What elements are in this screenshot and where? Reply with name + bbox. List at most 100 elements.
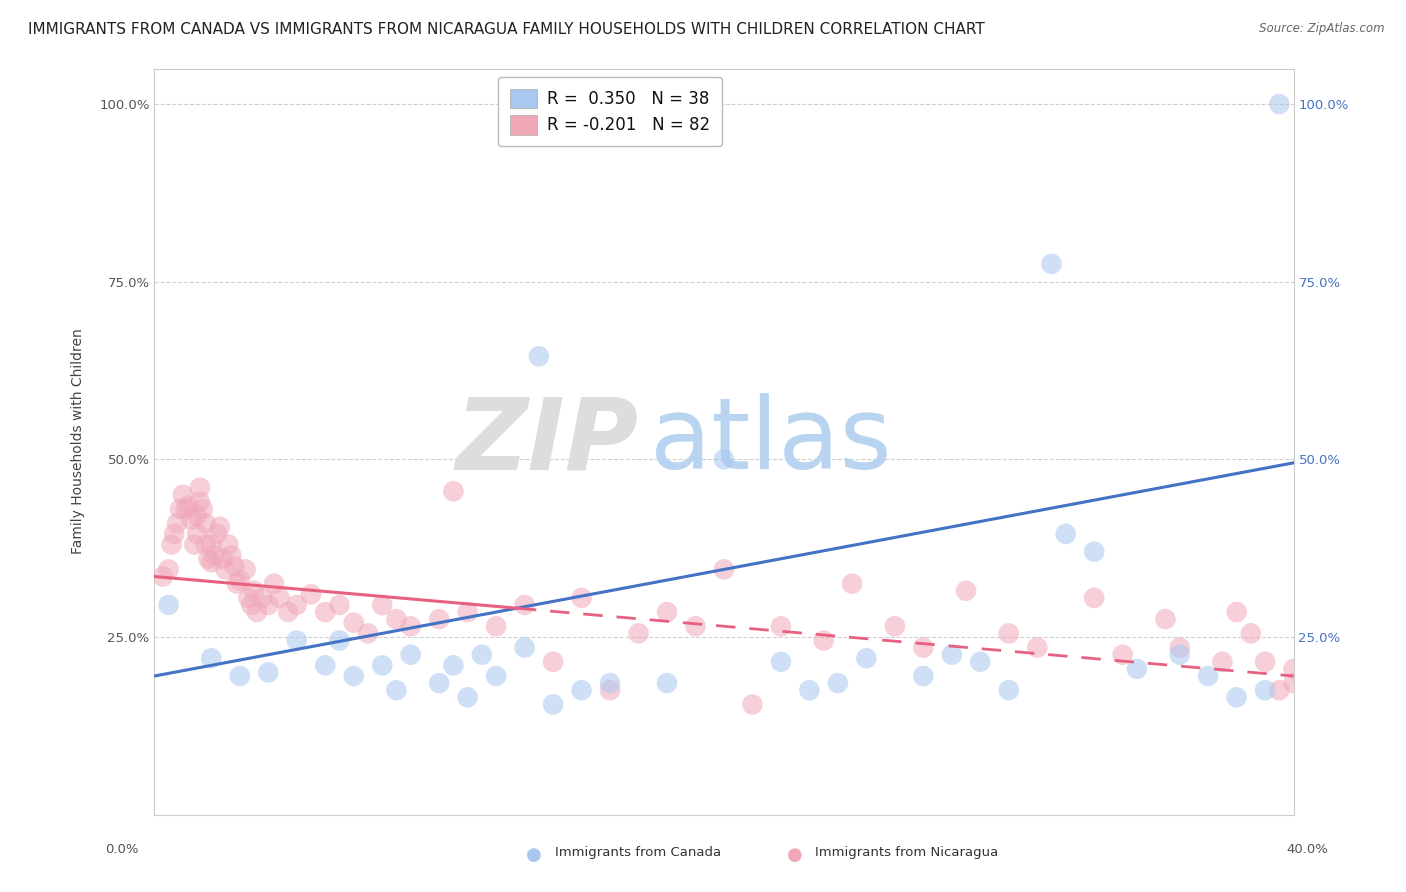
Point bbox=[799, 683, 821, 698]
Point bbox=[955, 583, 977, 598]
Point bbox=[314, 658, 336, 673]
Point bbox=[571, 683, 593, 698]
Point bbox=[1154, 612, 1177, 626]
Point bbox=[277, 605, 299, 619]
Point bbox=[172, 488, 194, 502]
Point bbox=[200, 651, 222, 665]
Point bbox=[1268, 683, 1291, 698]
Point bbox=[371, 598, 394, 612]
Point bbox=[166, 516, 188, 531]
Point bbox=[912, 669, 935, 683]
Point bbox=[188, 481, 211, 495]
Point bbox=[314, 605, 336, 619]
Point bbox=[186, 509, 208, 524]
Text: Immigrants from Nicaragua: Immigrants from Nicaragua bbox=[815, 846, 998, 859]
Point bbox=[257, 665, 280, 680]
Point bbox=[571, 591, 593, 605]
Point bbox=[202, 548, 225, 562]
Point bbox=[769, 619, 792, 633]
Point bbox=[1254, 655, 1277, 669]
Point bbox=[1282, 662, 1305, 676]
Point bbox=[211, 551, 233, 566]
Point bbox=[1197, 669, 1219, 683]
Point bbox=[299, 587, 322, 601]
Point bbox=[200, 555, 222, 569]
Point bbox=[655, 676, 678, 690]
Point bbox=[1126, 662, 1149, 676]
Point bbox=[152, 569, 174, 583]
Text: Source: ZipAtlas.com: Source: ZipAtlas.com bbox=[1260, 22, 1385, 36]
Point bbox=[827, 676, 849, 690]
Point bbox=[1168, 648, 1191, 662]
Point bbox=[169, 502, 191, 516]
Point bbox=[855, 651, 877, 665]
Point bbox=[741, 698, 763, 712]
Point bbox=[163, 527, 186, 541]
Point bbox=[997, 626, 1019, 640]
Point bbox=[1168, 640, 1191, 655]
Point bbox=[1040, 257, 1063, 271]
Point bbox=[157, 562, 180, 576]
Point bbox=[224, 558, 246, 573]
Point bbox=[513, 598, 536, 612]
Text: 0.0%: 0.0% bbox=[105, 843, 139, 856]
Point bbox=[941, 648, 963, 662]
Point bbox=[713, 562, 735, 576]
Point bbox=[197, 551, 219, 566]
Point bbox=[243, 583, 266, 598]
Point bbox=[1226, 605, 1249, 619]
Point bbox=[541, 655, 564, 669]
Point bbox=[769, 655, 792, 669]
Text: 40.0%: 40.0% bbox=[1286, 843, 1329, 856]
Point bbox=[226, 576, 249, 591]
Point bbox=[399, 619, 422, 633]
Point bbox=[457, 605, 479, 619]
Point bbox=[177, 499, 200, 513]
Point bbox=[685, 619, 707, 633]
Text: atlas: atlas bbox=[650, 393, 891, 490]
Point bbox=[441, 484, 464, 499]
Point bbox=[1083, 544, 1105, 558]
Point bbox=[160, 537, 183, 551]
Point bbox=[285, 598, 308, 612]
Point bbox=[713, 452, 735, 467]
Point bbox=[599, 676, 621, 690]
Point bbox=[371, 658, 394, 673]
Y-axis label: Family Households with Children: Family Households with Children bbox=[72, 328, 86, 555]
Point bbox=[246, 605, 269, 619]
Point bbox=[343, 669, 366, 683]
Point bbox=[238, 591, 260, 605]
Point bbox=[1254, 683, 1277, 698]
Point bbox=[385, 683, 408, 698]
Point bbox=[399, 648, 422, 662]
Point bbox=[217, 537, 239, 551]
Point bbox=[186, 527, 208, 541]
Point bbox=[627, 626, 650, 640]
Point bbox=[912, 640, 935, 655]
Point bbox=[188, 495, 211, 509]
Point bbox=[229, 669, 252, 683]
Point bbox=[599, 683, 621, 698]
Text: ●: ● bbox=[526, 846, 543, 863]
Point bbox=[174, 502, 197, 516]
Point bbox=[1054, 527, 1077, 541]
Point bbox=[441, 658, 464, 673]
Text: ZIP: ZIP bbox=[456, 393, 638, 490]
Point bbox=[883, 619, 905, 633]
Point bbox=[527, 349, 550, 363]
Point bbox=[471, 648, 494, 662]
Point bbox=[813, 633, 835, 648]
Point bbox=[183, 537, 205, 551]
Point bbox=[208, 520, 231, 534]
Point bbox=[194, 516, 217, 531]
Text: IMMIGRANTS FROM CANADA VS IMMIGRANTS FROM NICARAGUA FAMILY HOUSEHOLDS WITH CHILD: IMMIGRANTS FROM CANADA VS IMMIGRANTS FRO… bbox=[28, 22, 984, 37]
Point bbox=[263, 576, 285, 591]
Point bbox=[969, 655, 991, 669]
Point bbox=[343, 615, 366, 630]
Point bbox=[219, 548, 242, 562]
Point bbox=[485, 619, 508, 633]
Point bbox=[328, 598, 350, 612]
Point bbox=[1226, 690, 1249, 705]
Point bbox=[1211, 655, 1233, 669]
Point bbox=[1026, 640, 1049, 655]
